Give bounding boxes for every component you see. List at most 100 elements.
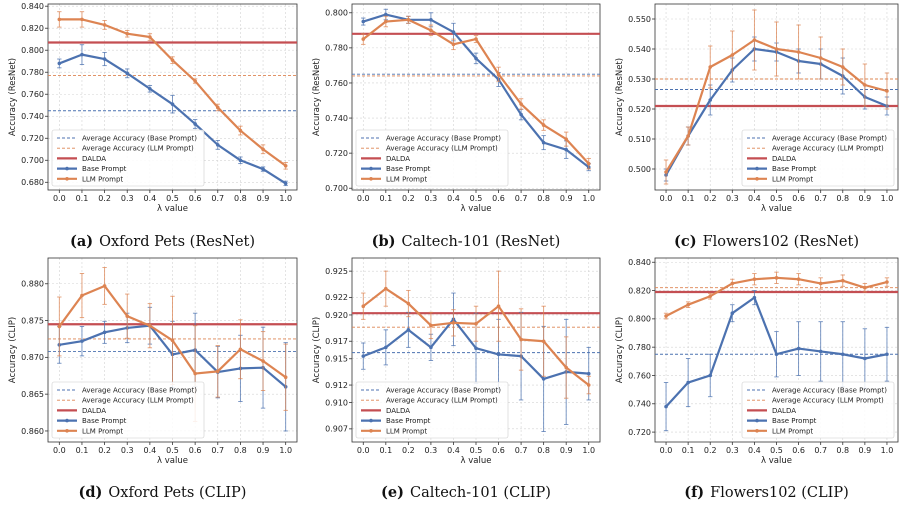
- legend-label-llm: LLM Prompt: [82, 427, 123, 435]
- y-tick-label: 0.530: [628, 75, 651, 84]
- data-point: [80, 339, 84, 343]
- x-tick-label: 0.0: [660, 194, 673, 203]
- data-point: [818, 349, 823, 354]
- legend-marker: [369, 418, 373, 423]
- data-point: [57, 324, 62, 329]
- data-point: [708, 294, 713, 299]
- data-point: [215, 143, 220, 147]
- data-point: [125, 31, 130, 36]
- data-point: [474, 37, 478, 41]
- series-llm-prompt: [361, 270, 591, 399]
- x-tick-label: 0.9: [560, 446, 573, 455]
- legend-label-avg-llm: Average Accuracy (LLM Prompt): [386, 145, 498, 153]
- caption-tag: (b): [372, 233, 396, 250]
- panel-caption: (b) Caltech-101 (ResNet): [372, 233, 561, 250]
- x-tick-label: 0.9: [858, 446, 871, 455]
- x-tick-label: 0.8: [234, 194, 247, 203]
- series-llm-prompt: [57, 11, 288, 170]
- x-tick-label: 0.2: [704, 446, 717, 455]
- data-point: [774, 276, 779, 280]
- y-tick-label: 0.860: [21, 427, 44, 436]
- x-tick-label: 0.8: [234, 446, 247, 455]
- data-point: [774, 47, 779, 51]
- data-point: [818, 281, 823, 286]
- data-point: [361, 354, 366, 358]
- data-point: [102, 23, 107, 27]
- data-point: [80, 52, 84, 57]
- data-point: [238, 347, 243, 352]
- y-tick-label: 0.865: [21, 390, 44, 399]
- x-tick-label: 0.7: [515, 194, 528, 203]
- x-tick-label: 0.5: [166, 194, 179, 203]
- series-base-prompt: [361, 292, 591, 432]
- legend-label-dalda: DALDA: [772, 407, 796, 415]
- caption-tag: (f): [684, 484, 704, 501]
- x-tick-label: 0.3: [425, 194, 438, 203]
- y-tick-label: 0.800: [21, 46, 44, 55]
- x-tick-label: 0.0: [357, 194, 370, 203]
- data-point: [730, 53, 735, 57]
- data-point: [361, 19, 366, 24]
- data-point: [148, 35, 152, 39]
- legend-label-dalda: DALDA: [82, 155, 106, 163]
- y-tick-label: 0.500: [628, 165, 651, 174]
- y-tick-label: 0.700: [325, 184, 348, 193]
- data-point: [193, 371, 197, 376]
- x-tick-label: 0.1: [76, 446, 89, 455]
- data-point: [193, 122, 197, 126]
- legend-marker: [755, 429, 759, 433]
- x-tick-label: 0.4: [447, 194, 460, 203]
- x-tick-label: 0.2: [402, 446, 415, 455]
- y-tick-label: 0.880: [21, 280, 44, 289]
- x-axis-label: λ value: [461, 456, 492, 466]
- data-point: [451, 321, 456, 325]
- data-point: [885, 352, 889, 357]
- x-tick-label: 1.0: [881, 446, 894, 455]
- legend-marker: [65, 418, 69, 423]
- data-point: [796, 50, 801, 54]
- x-tick-label: 0.6: [792, 446, 805, 455]
- data-point: [283, 375, 288, 380]
- data-point: [840, 65, 845, 69]
- legend-label-avg-base: Average Accuracy (Base Prompt): [386, 135, 501, 143]
- legend-label-base: Base Prompt: [772, 417, 817, 425]
- x-tick-label: 0.5: [770, 194, 783, 203]
- data-point: [429, 28, 433, 33]
- data-point: [541, 377, 546, 381]
- data-point: [429, 17, 433, 22]
- series-llm-prompt: [57, 267, 288, 422]
- x-axis-label: λ value: [157, 456, 188, 466]
- data-point: [361, 37, 366, 41]
- legend-label-base: Base Prompt: [82, 165, 127, 173]
- data-point: [283, 181, 288, 186]
- data-point: [474, 346, 478, 351]
- y-tick-label: 0.520: [628, 105, 651, 114]
- y-tick-label: 0.910: [325, 398, 348, 407]
- data-point: [664, 314, 668, 318]
- data-point: [818, 56, 823, 60]
- data-point: [57, 61, 62, 66]
- data-point: [406, 17, 411, 22]
- data-point: [80, 293, 84, 298]
- y-tick-label: 0.550: [628, 15, 651, 24]
- legend-marker: [65, 166, 69, 171]
- legend-label-avg-llm: Average Accuracy (LLM Prompt): [772, 397, 884, 405]
- legend-marker: [755, 166, 759, 171]
- x-tick-label: 0.5: [166, 446, 179, 455]
- data-point: [519, 112, 523, 117]
- legend-label-avg-base: Average Accuracy (Base Prompt): [82, 387, 197, 395]
- chart-panel-1: 0.0 0.1 0.2 0.3 0.4 0.5 0.6 0.7 0.8 0.9 1.0 0.680 0.…: [8, 2, 298, 250]
- data-point: [102, 330, 107, 335]
- legend-label-llm: LLM Prompt: [386, 175, 427, 183]
- x-tick-label: 0.7: [814, 446, 827, 455]
- x-axis-label: λ value: [461, 204, 492, 214]
- data-point: [170, 338, 175, 343]
- data-point: [170, 58, 175, 62]
- x-tick-label: 0.9: [560, 194, 573, 203]
- data-point: [496, 304, 501, 308]
- x-tick-label: 0.2: [704, 194, 717, 203]
- legend: Average Accuracy (Base Prompt) Average Ac…: [741, 129, 895, 187]
- data-point: [541, 339, 546, 344]
- legend-label-avg-base: Average Accuracy (Base Prompt): [82, 135, 197, 143]
